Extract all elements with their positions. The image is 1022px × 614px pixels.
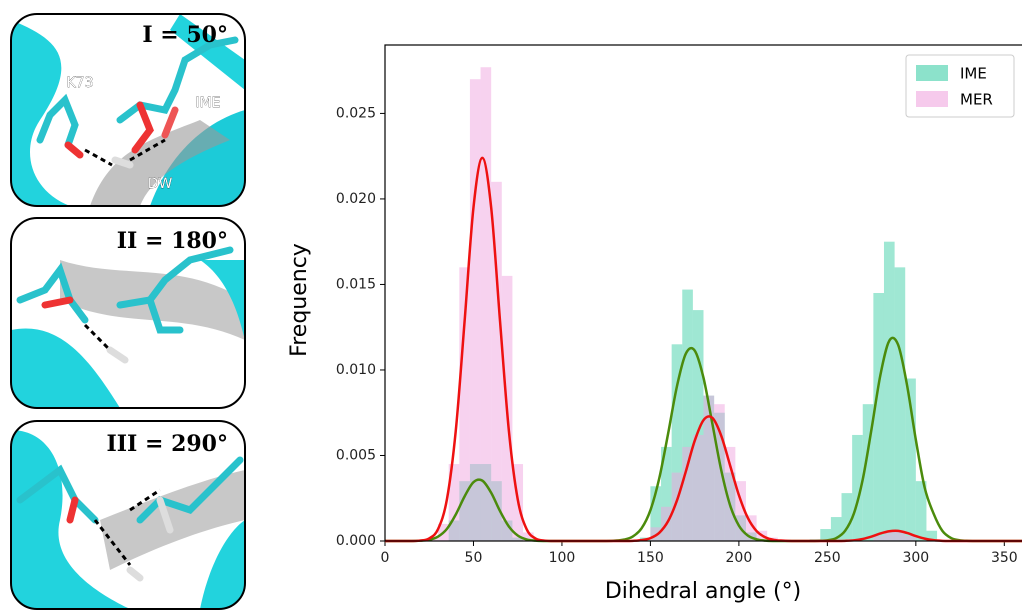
histogram-bar xyxy=(469,79,481,541)
histogram-bar xyxy=(841,493,853,541)
histogram-bar xyxy=(661,446,672,541)
histogram-bar xyxy=(883,530,895,541)
y-axis-label: Frequency xyxy=(287,243,312,357)
legend-swatch xyxy=(916,65,948,81)
panel-title: I = 50° xyxy=(142,22,228,48)
x-tick-label: 50 xyxy=(465,550,483,566)
histogram-bar xyxy=(926,530,938,541)
structure-panel xyxy=(11,421,245,609)
histogram-bar xyxy=(745,515,757,541)
histogram-bar xyxy=(724,446,736,541)
x-tick-label: 100 xyxy=(549,550,576,566)
x-axis-label: Dihedral angle (°) xyxy=(605,579,801,604)
y-tick-label: 0.010 xyxy=(336,362,376,378)
histogram-bar xyxy=(915,481,927,541)
x-tick-label: 300 xyxy=(902,550,929,566)
histogram-bar xyxy=(852,434,863,541)
histogram-bar xyxy=(830,517,842,541)
y-tick-label: 0.015 xyxy=(336,276,376,292)
histogram-bar xyxy=(905,378,916,541)
histogram-bar xyxy=(692,310,704,541)
histogram-bar xyxy=(491,181,502,542)
fit-curve xyxy=(384,156,1022,543)
residue-label: DW xyxy=(148,176,173,192)
y-tick-label: 0.020 xyxy=(336,191,376,207)
legend-label: MER xyxy=(960,91,993,109)
histogram-bar xyxy=(480,67,492,541)
legend-swatch xyxy=(916,91,948,107)
histogram-bar xyxy=(692,434,704,541)
histogram-bar xyxy=(682,289,693,541)
histogram-bar xyxy=(459,267,470,541)
histogram-bar xyxy=(671,344,683,541)
histogram-bar xyxy=(894,267,906,541)
panel-title: II = 180° xyxy=(117,228,228,254)
histogram-bar xyxy=(873,293,884,541)
y-tick-label: 0.025 xyxy=(336,105,376,121)
legend-label: IME xyxy=(960,65,987,83)
fit-curve xyxy=(384,336,1022,543)
histogram-bar xyxy=(820,529,831,541)
x-tick-label: 200 xyxy=(726,550,753,566)
residue-label: K73 xyxy=(67,75,94,91)
x-tick-label: 0 xyxy=(381,550,390,566)
y-tick-label: 0.005 xyxy=(336,447,376,463)
panel-frame xyxy=(10,217,246,409)
x-tick-label: 150 xyxy=(637,550,664,566)
histogram-bar xyxy=(703,395,715,541)
histogram-bar xyxy=(735,481,746,541)
histogram-bar xyxy=(650,486,662,541)
histogram-bar xyxy=(894,530,906,541)
x-tick-label: 350 xyxy=(991,550,1018,566)
histogram-bar xyxy=(671,472,683,541)
histogram-bar xyxy=(883,241,895,542)
structure-panel xyxy=(11,218,245,408)
plot-frame xyxy=(384,44,1022,542)
plot: 0.000 0.005 0.010 0.015 0.020 0.025 0 50 100 150 2… xyxy=(336,44,1022,566)
y-tick-label: 0.000 xyxy=(336,533,376,549)
structure-panel xyxy=(11,14,245,206)
panel-frame xyxy=(10,420,246,610)
panel-title: III = 290° xyxy=(106,431,228,457)
histogram-bar xyxy=(905,535,916,541)
histogram-bar xyxy=(714,404,725,541)
histogram-bar xyxy=(682,446,693,541)
residue-label: IME xyxy=(195,95,220,111)
x-tick-label: 250 xyxy=(814,550,841,566)
panel-frame xyxy=(10,13,246,207)
histogram-bar xyxy=(862,404,874,541)
histogram-bar xyxy=(448,464,460,541)
histogram-bar xyxy=(523,532,534,541)
histogram-bar xyxy=(873,535,884,541)
